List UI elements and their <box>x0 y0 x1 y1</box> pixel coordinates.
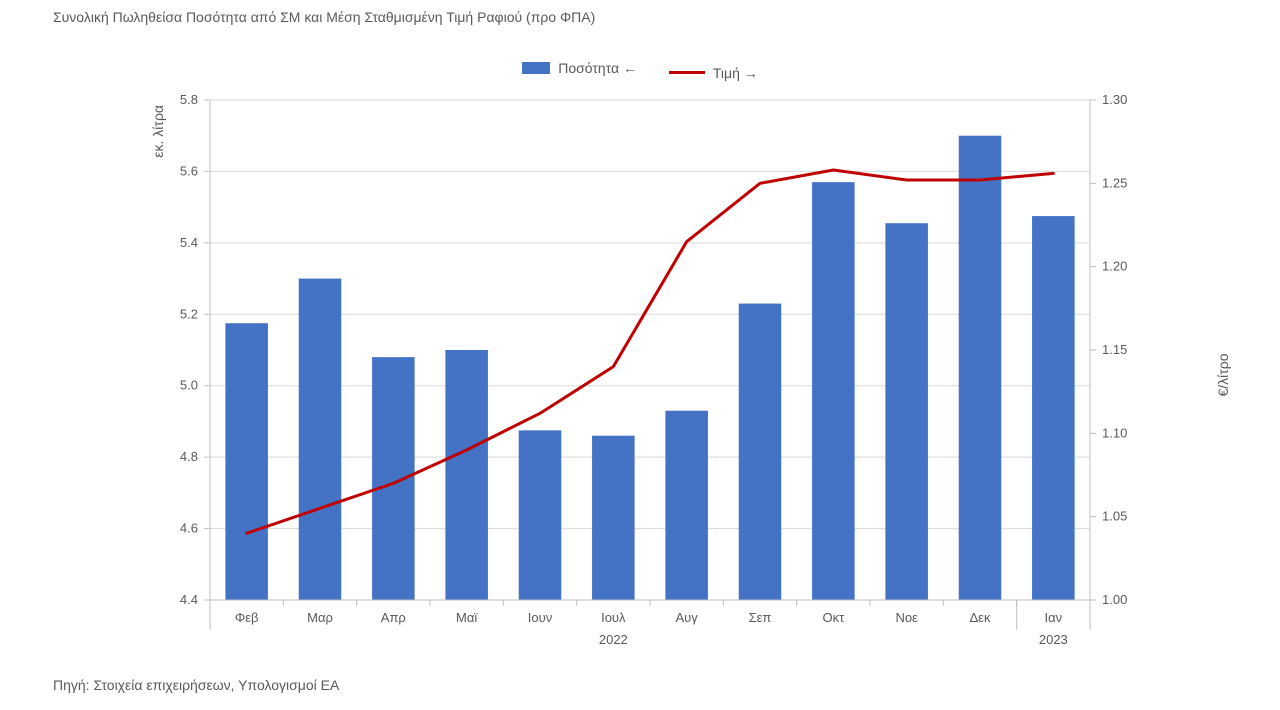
y-left-tick-label: 5.2 <box>180 306 198 321</box>
chart-title: Συνολική Πωληθείσα Ποσότητα από ΣΜ και Μ… <box>53 9 595 25</box>
legend-swatch-line <box>669 71 705 74</box>
x-year-label: 2022 <box>599 632 628 647</box>
legend-item-price: Τιμή → <box>669 65 758 81</box>
x-tick-label: Μαϊ <box>456 610 478 625</box>
chart-svg: 4.4 4.6 4.8 5.0 5.2 5.4 5.6 5.8 1.00 1.05 1.10 1.15… <box>150 88 1190 648</box>
bar <box>959 136 1002 600</box>
x-tick-label: Δεκ <box>970 610 991 625</box>
bar <box>592 436 635 600</box>
bar <box>445 350 488 600</box>
x-tick-label: Οκτ <box>822 610 845 625</box>
x-tick-label: Αυγ <box>676 610 699 625</box>
y-right-tick-label: 1.00 <box>1102 592 1127 607</box>
bar <box>299 279 342 600</box>
legend-label-quantity: Ποσότητα ← <box>558 60 637 76</box>
y-left-tick-label: 5.6 <box>180 163 198 178</box>
y-left-tick-label: 4.4 <box>180 592 198 607</box>
y-right-tick-label: 1.10 <box>1102 425 1127 440</box>
x-tick-label: Ιαν <box>1045 610 1063 625</box>
bar <box>885 223 928 600</box>
y-right-tick-label: 1.30 <box>1102 92 1127 107</box>
source-note: Πηγή: Στοιχεία επιχειρήσεων, Υπολογισμοί… <box>53 677 339 693</box>
y-left-tick-label: 4.6 <box>180 521 198 536</box>
price-line <box>247 170 1054 533</box>
x-tick-label: Ιουλ <box>601 610 626 625</box>
bar <box>372 357 415 600</box>
x-tick-label: Μαρ <box>307 610 333 625</box>
x-tick-label: Νοε <box>895 610 918 625</box>
y-left-tick-label: 5.4 <box>180 235 198 250</box>
legend: Ποσότητα ← Τιμή → <box>0 60 1280 81</box>
y-right-tick-label: 1.05 <box>1102 509 1127 524</box>
bar <box>1032 216 1075 600</box>
bar <box>665 411 708 600</box>
legend-item-quantity: Ποσότητα ← <box>522 60 637 76</box>
y-right-tick-label: 1.15 <box>1102 342 1127 357</box>
y-left-tick-label: 5.8 <box>180 92 198 107</box>
bar <box>812 182 855 600</box>
x-tick-label: Απρ <box>381 610 406 625</box>
bar <box>519 430 562 600</box>
x-tick-label: Σεπ <box>749 610 772 625</box>
y-right-tick-label: 1.25 <box>1102 175 1127 190</box>
x-year-label: 2023 <box>1039 632 1068 647</box>
chart-area: 4.4 4.6 4.8 5.0 5.2 5.4 5.6 5.8 1.00 1.05 1.10 1.15… <box>150 88 1190 648</box>
legend-label-price: Τιμή → <box>713 65 758 81</box>
bar <box>225 323 268 600</box>
bar <box>739 304 782 600</box>
x-tick-label: Ιουν <box>528 610 552 625</box>
y-right-tick-label: 1.20 <box>1102 259 1127 274</box>
y-left-tick-label: 4.8 <box>180 449 198 464</box>
y-axis-right-label: €/λίτρο <box>1215 353 1231 396</box>
y-left-tick-label: 5.0 <box>180 378 198 393</box>
x-tick-label: Φεβ <box>235 610 259 625</box>
legend-swatch-bar <box>522 62 550 74</box>
